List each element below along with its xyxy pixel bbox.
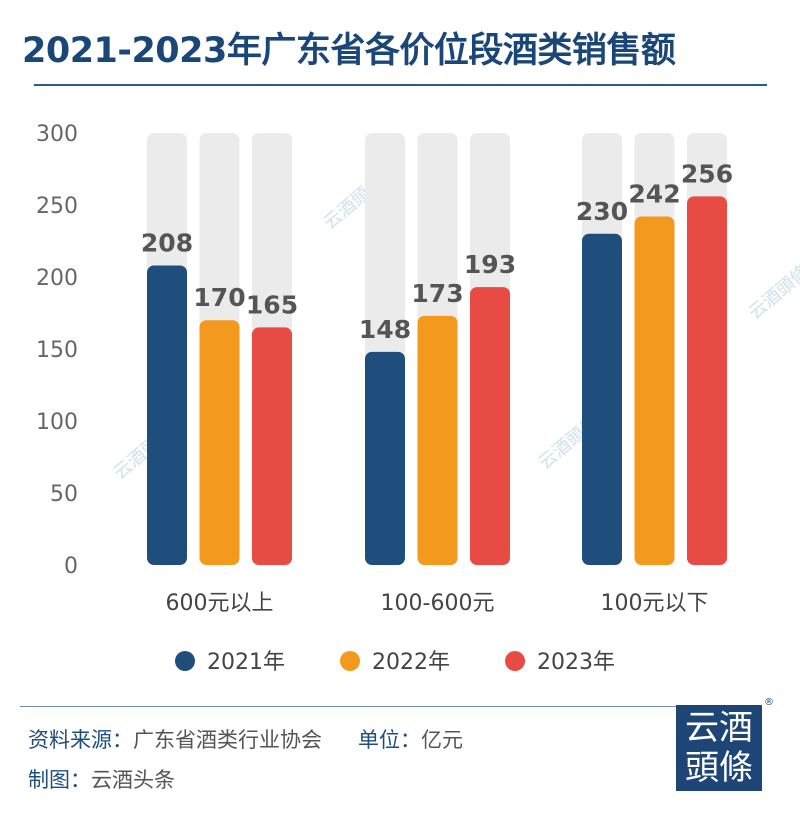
bar — [687, 196, 727, 566]
footer-divider — [20, 706, 680, 707]
maker-label: 制图： — [28, 768, 91, 792]
y-tick-label: 100 — [36, 410, 78, 435]
y-tick-label: 0 — [64, 554, 78, 579]
legend-marker — [505, 651, 525, 671]
data-label: 170 — [193, 283, 245, 312]
data-label: 165 — [246, 290, 298, 319]
data-label: 193 — [464, 250, 516, 279]
maker-line: 制图：云酒头条 — [28, 764, 175, 794]
legend-label: 2023年 — [537, 650, 615, 675]
bar — [147, 265, 187, 565]
bar — [199, 320, 240, 565]
data-label: 173 — [411, 279, 463, 308]
bar — [252, 327, 292, 565]
legend-marker — [340, 651, 360, 671]
data-label: 208 — [141, 228, 193, 257]
unit-label: 单位： — [358, 728, 421, 752]
y-tick-label: 150 — [36, 338, 78, 363]
bar — [634, 216, 675, 565]
data-label: 242 — [628, 180, 680, 209]
y-tick-label: 200 — [36, 266, 78, 291]
brand-logo: 云酒 頭條 — [676, 705, 762, 791]
watermark-text: 云酒頭條 — [745, 261, 800, 323]
source-line: 资料来源：广东省酒类行业协会 单位：亿元 — [28, 724, 463, 754]
chart-title: 2021-2023年广东省各价位段酒类销售额 — [22, 31, 676, 71]
bar — [365, 351, 405, 565]
data-label: 230 — [576, 197, 628, 226]
bar-chart: 云酒頭條云酒頭條云酒頭條云酒頭條050100150200250300208170… — [36, 122, 800, 675]
registered-mark: ® — [764, 697, 774, 708]
unit-value: 亿元 — [421, 728, 463, 752]
bar — [470, 287, 510, 565]
y-tick-label: 50 — [50, 482, 78, 507]
source-label: 资料来源： — [28, 728, 133, 752]
source-value: 广东省酒类行业协会 — [133, 728, 322, 752]
bar — [417, 315, 458, 565]
logo-line: 頭條 — [685, 748, 753, 788]
logo-line: 云酒 — [685, 708, 753, 748]
x-tick-label: 100-600元 — [381, 591, 495, 616]
title-divider — [34, 84, 767, 86]
x-tick-label: 600元以上 — [166, 591, 274, 616]
maker-value: 云酒头条 — [91, 768, 175, 792]
data-label: 148 — [359, 315, 411, 344]
legend-label: 2021年 — [207, 650, 285, 675]
y-tick-label: 300 — [36, 122, 78, 147]
legend-label: 2022年 — [372, 650, 450, 675]
bar — [582, 233, 622, 566]
x-tick-label: 100元以下 — [601, 591, 709, 616]
data-label: 256 — [681, 159, 733, 188]
y-tick-label: 250 — [36, 194, 78, 219]
legend-marker — [175, 651, 195, 671]
